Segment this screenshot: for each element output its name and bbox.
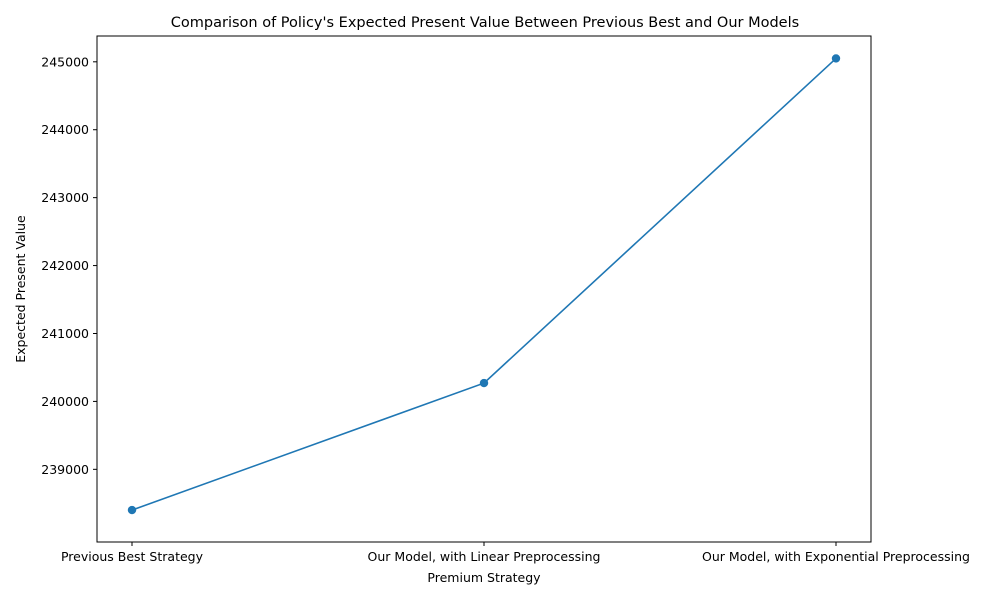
x-tick-label: Our Model, with Exponential Preprocessin… — [702, 549, 970, 564]
data-point — [127, 505, 137, 515]
chart-title: Comparison of Policy's Expected Present … — [171, 15, 799, 31]
x-tick-label: Our Model, with Linear Preprocessing — [368, 549, 601, 564]
y-tick-label: 241000 — [41, 326, 89, 341]
y-tick-label: 244000 — [41, 122, 89, 137]
data-point — [831, 54, 841, 63]
y-axis-label: Expected Present Value — [13, 215, 28, 363]
y-tick-label: 243000 — [41, 190, 89, 205]
y-tick-label: 240000 — [41, 394, 89, 409]
series-line — [131, 57, 837, 511]
x-tick-label: Previous Best Strategy — [61, 549, 204, 564]
series-markers — [127, 54, 841, 515]
y-axis: 239000 240000 241000 242000 243000 244000 2450… — [41, 54, 97, 477]
y-tick-label: 239000 — [41, 462, 89, 477]
data-point — [479, 378, 489, 388]
y-tick-label: 242000 — [41, 258, 89, 273]
x-axis-label: Premium Strategy — [427, 570, 541, 585]
x-axis: Previous Best Strategy Our Model, with Li… — [61, 542, 970, 564]
plot-area — [96, 35, 872, 543]
y-tick-label: 245000 — [41, 54, 89, 69]
